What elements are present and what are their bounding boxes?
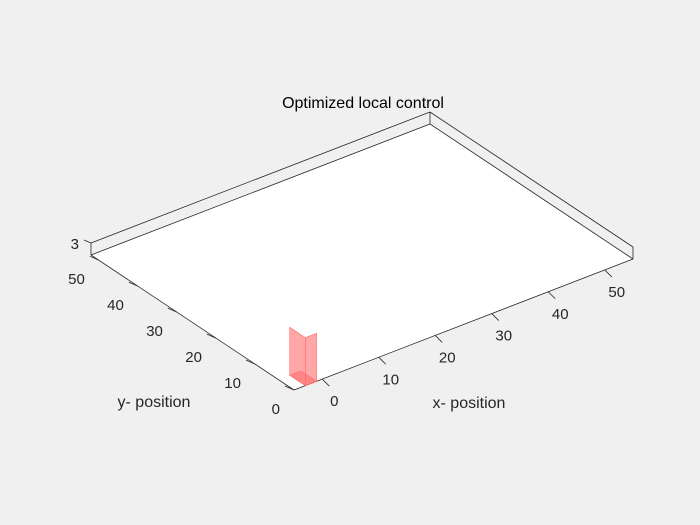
x-tick-mark — [491, 313, 500, 321]
control-surface — [289, 326, 318, 387]
axes-box-edge — [90, 111, 431, 244]
y-axis-label: y- position — [118, 394, 191, 411]
x-tick-mark — [378, 356, 387, 365]
y-tick-label: 0 — [272, 401, 280, 418]
y-tick-label: 10 — [224, 375, 241, 392]
y-tick-label: 40 — [107, 297, 124, 314]
x-tick-mark — [434, 335, 443, 343]
axes-box-edge — [429, 123, 634, 260]
x-tick-label: 40 — [552, 306, 569, 323]
chart-title: Optimized local control — [282, 95, 444, 112]
z-tick-label: 3 — [71, 236, 79, 253]
x-tick-mark — [604, 269, 613, 278]
axes-box-edge — [90, 254, 295, 391]
x-tick-mark — [321, 378, 330, 387]
axes-box — [90, 111, 634, 391]
y-tick-mark — [206, 333, 217, 339]
x-tick-label: 20 — [439, 349, 456, 366]
y-tick-label: 20 — [185, 349, 202, 366]
y-axis: 0 10 20 30 40 50 — [68, 255, 295, 418]
z-tick-mark — [83, 239, 92, 244]
control-surface-face — [304, 332, 317, 387]
x-tick-label: 50 — [608, 284, 625, 301]
axes-box-edge — [90, 123, 431, 256]
y-tick-label: 50 — [68, 271, 85, 288]
axes-box-edge — [293, 258, 634, 391]
x-tick-label: 0 — [330, 393, 338, 410]
x-tick-mark — [547, 291, 556, 300]
control-surface-side — [289, 326, 306, 387]
x-axis-label: x- position — [433, 395, 506, 412]
y-tick-label: 30 — [146, 323, 163, 340]
y-tick-mark — [89, 255, 99, 261]
z-axis: 3 — [71, 236, 92, 253]
axes-box-edge — [429, 111, 634, 248]
y-tick-mark — [284, 385, 295, 391]
axes-floor — [91, 124, 633, 390]
y-tick-mark — [128, 281, 139, 287]
x-tick-label: 30 — [495, 328, 512, 345]
x-tick-label: 10 — [382, 371, 399, 388]
x-axis: 0 10 20 30 40 50 — [321, 269, 625, 410]
y-tick-mark — [245, 359, 256, 365]
y-tick-mark — [167, 307, 178, 313]
